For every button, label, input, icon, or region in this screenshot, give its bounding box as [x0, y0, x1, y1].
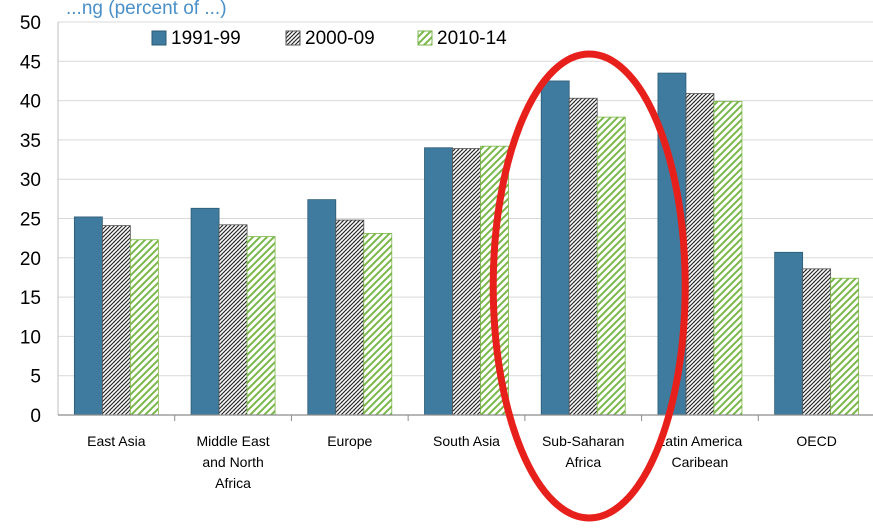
x-tick-label: South Asia	[433, 433, 500, 449]
bar-2000-09-1	[218, 224, 248, 416]
x-tick-label: East Asia	[87, 433, 146, 449]
legend: ...ng (percent of ...) 1991-99 2000-09 2010…	[66, 0, 507, 49]
bar-1991-99-4	[540, 80, 570, 416]
bar-2010-14-1	[246, 236, 276, 416]
bar-2000-09-3	[452, 148, 481, 416]
y-tick-label: 20	[20, 249, 41, 270]
y-tick-label: 30	[20, 170, 41, 191]
y-tick-label: 35	[20, 131, 41, 152]
legend-swatch-2010-14	[417, 30, 433, 46]
legend-label: 1991-99	[171, 28, 241, 49]
highlight-ellipse	[489, 50, 689, 522]
bar-2010-14-4	[596, 116, 626, 416]
y-tick-label: 40	[20, 92, 41, 113]
x-tick-label: Europe	[327, 433, 372, 449]
x-tick-label: Middle East and North Africa	[196, 433, 269, 491]
legend-swatch-2000-09	[285, 30, 301, 46]
y-tick-label: 15	[20, 288, 41, 309]
x-tick-label: Sub-Saharan Africa	[542, 433, 625, 470]
bars	[73, 72, 860, 416]
bar-2010-14-5	[713, 100, 743, 416]
legend-label: 2000-09	[305, 28, 375, 49]
bar-2000-09-6	[802, 268, 832, 416]
axes: 0 5 10 15 20 25 30 35 40 45 50 East Asia Middle East…	[20, 13, 873, 491]
bar-1991-99-6	[774, 251, 804, 416]
bar-2000-09-2	[335, 219, 365, 416]
bar-2010-14-6	[830, 277, 860, 416]
y-tick-label: 50	[20, 13, 41, 34]
chart-title-fragment: ...ng (percent of ...)	[66, 0, 227, 19]
bar-2000-09-0	[101, 225, 131, 416]
legend-swatch-1991-99	[151, 30, 167, 46]
y-tick-label: 25	[20, 210, 41, 231]
overlay	[489, 50, 689, 522]
bar-1991-99-0	[73, 216, 103, 416]
bar-2000-09-4	[568, 97, 598, 416]
bar-2010-14-2	[363, 233, 393, 416]
legend-label: 2010-14	[437, 28, 507, 49]
bar-1991-99-3	[424, 147, 453, 416]
bar-2000-09-5	[685, 93, 715, 416]
bar-1991-99-1	[190, 207, 220, 416]
bar-1991-99-2	[307, 199, 337, 416]
x-tick-label: OECD	[796, 433, 836, 449]
y-tick-label: 0	[30, 406, 41, 427]
y-tick-label: 10	[20, 327, 41, 348]
bar-2010-14-0	[129, 239, 159, 416]
y-tick-label: 5	[30, 367, 41, 388]
y-tick-label: 45	[20, 52, 41, 73]
x-tick-label: Latin America Caribean	[658, 433, 743, 470]
